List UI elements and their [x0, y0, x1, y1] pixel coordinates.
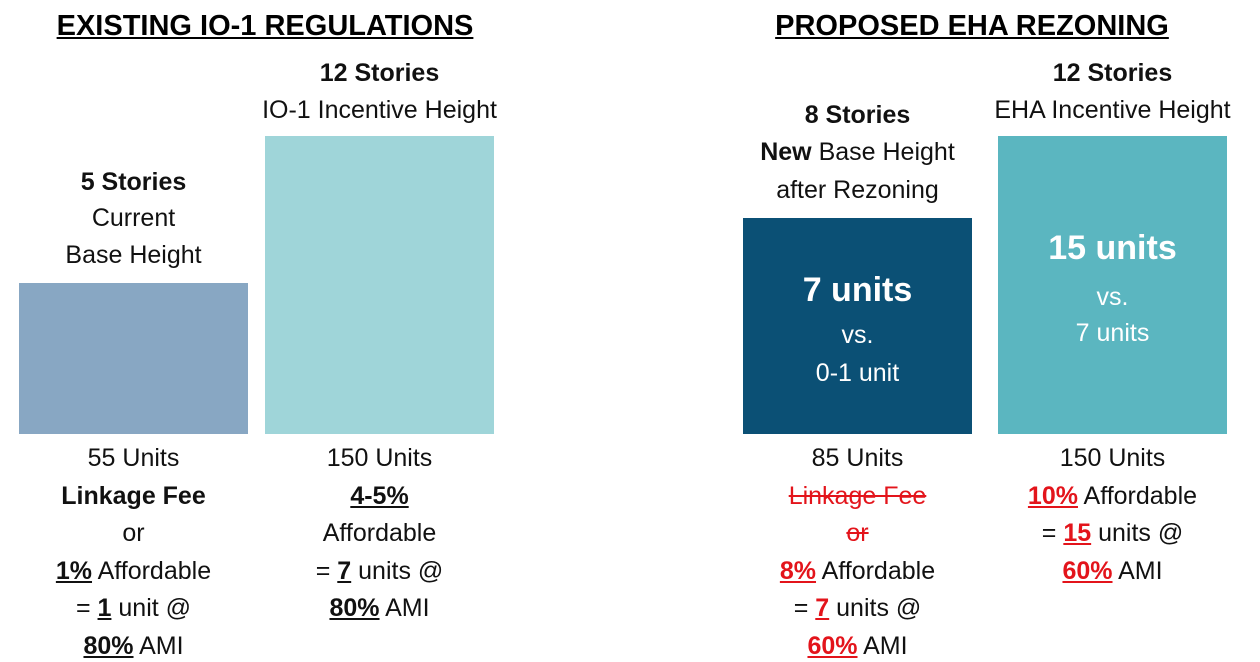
- bar-text: 15 units: [913, 228, 1260, 268]
- text-segment: AMI: [857, 631, 908, 660]
- header-line: after Rezoning: [658, 175, 1058, 205]
- footer-line: = 7 units @: [658, 593, 1058, 623]
- header-line: Base Height: [0, 240, 334, 270]
- text-segment: 60%: [807, 631, 858, 660]
- height-bar: [19, 283, 248, 434]
- text-segment: 150 Units: [326, 444, 433, 472]
- footer-line: = 7 units @: [180, 556, 580, 586]
- text-segment: 85 Units: [811, 444, 904, 472]
- footer-line: 80% AMI: [180, 593, 580, 623]
- text-segment: 12 Stories: [319, 59, 440, 87]
- text-segment: 1: [97, 594, 112, 622]
- text-segment: Affordable: [322, 519, 437, 547]
- header-line: 12 Stories: [180, 58, 580, 88]
- text-segment: 150 Units: [1059, 444, 1166, 472]
- footer-line: 4-5%: [180, 481, 580, 511]
- text-segment: Linkage Fee: [788, 481, 927, 510]
- footer-line: 8% Affordable: [658, 556, 1058, 586]
- text-segment: 7: [815, 594, 830, 622]
- footer-line: or: [0, 518, 334, 548]
- text-segment: 55 Units: [87, 444, 180, 472]
- text-segment: 7 units: [802, 271, 913, 309]
- footer-line: or: [658, 518, 1058, 548]
- footer-line: Linkage Fee: [658, 481, 1058, 511]
- footer-line: 150 Units: [913, 443, 1260, 473]
- text-segment: Base Height: [65, 241, 202, 269]
- header-line: EHA Incentive Height: [913, 95, 1260, 125]
- header-line: Current: [0, 203, 334, 233]
- text-segment: AMI: [133, 631, 184, 660]
- footer-line: 10% Affordable: [913, 481, 1260, 511]
- text-segment: =: [1041, 519, 1064, 547]
- footer-line: 55 Units: [0, 443, 334, 473]
- height-bar: [265, 136, 494, 434]
- bar-text: 0-1 unit: [658, 358, 1058, 388]
- text-segment: 4-5%: [350, 481, 409, 510]
- text-segment: 15 units: [1048, 229, 1177, 267]
- bar-text: vs.: [658, 320, 1058, 350]
- footer-line: 85 Units: [658, 443, 1058, 473]
- text-segment: Current: [91, 204, 176, 232]
- bar-text: 7 units: [658, 270, 1058, 310]
- text-segment: vs.: [1096, 283, 1129, 311]
- text-segment: Affordable: [92, 556, 212, 585]
- text-segment: =: [315, 556, 338, 585]
- text-segment: Affordable: [1077, 481, 1198, 510]
- footer-line: Linkage Fee: [0, 481, 334, 511]
- text-segment: or: [846, 519, 869, 547]
- text-segment: Base Height: [811, 138, 955, 166]
- text-segment: 0-1 unit: [815, 359, 900, 387]
- section-title: EXISTING IO-1 REGULATIONS: [56, 10, 474, 42]
- section-title: PROPOSED EHA REZONING: [775, 10, 1169, 42]
- text-segment: =: [793, 594, 816, 622]
- text-segment: units @: [1091, 519, 1184, 547]
- text-segment: unit @: [111, 594, 192, 622]
- text-segment: New: [760, 138, 812, 166]
- text-segment: IO-1 Incentive Height: [262, 96, 497, 124]
- text-segment: units @: [351, 556, 444, 585]
- footer-line: = 1 unit @: [0, 593, 334, 623]
- text-segment: 15: [1063, 519, 1092, 547]
- text-segment: 10%: [1027, 481, 1078, 510]
- text-segment: 80%: [83, 631, 134, 660]
- footer-line: 150 Units: [180, 443, 580, 473]
- footer-line: 1% Affordable: [0, 556, 334, 586]
- footer-line: 60% AMI: [913, 556, 1260, 586]
- header-line: 8 Stories: [658, 100, 1058, 130]
- header-line: IO-1 Incentive Height: [180, 95, 580, 125]
- text-segment: 80%: [329, 594, 380, 622]
- height-bar: [998, 136, 1227, 434]
- text-segment: 8%: [779, 556, 817, 585]
- text-segment: Affordable: [816, 556, 936, 585]
- text-segment: or: [122, 519, 145, 547]
- text-segment: AMI: [1112, 556, 1163, 585]
- text-segment: 12 Stories: [1052, 59, 1173, 87]
- text-segment: Linkage Fee: [61, 481, 206, 510]
- bar-text: vs.: [913, 282, 1260, 312]
- height-bar: [743, 218, 972, 434]
- text-segment: 7: [337, 556, 352, 585]
- text-segment: 8 Stories: [804, 101, 911, 129]
- text-segment: EHA Incentive Height: [994, 96, 1231, 124]
- text-segment: units @: [829, 594, 922, 622]
- footer-line: 60% AMI: [658, 631, 1058, 661]
- text-segment: AMI: [379, 594, 430, 622]
- text-segment: 7 units: [1075, 319, 1150, 347]
- bar-text: 7 units: [913, 318, 1260, 348]
- footer-line: Affordable: [180, 518, 580, 548]
- text-segment: 1%: [55, 556, 93, 585]
- footer-line: 80% AMI: [0, 631, 334, 661]
- header-line: New Base Height: [658, 137, 1058, 167]
- footer-line: = 15 units @: [913, 518, 1260, 548]
- header-line: 12 Stories: [913, 58, 1260, 88]
- header-line: 5 Stories: [0, 167, 334, 197]
- text-segment: 60%: [1062, 556, 1113, 585]
- text-segment: vs.: [841, 321, 874, 349]
- text-segment: after Rezoning: [776, 176, 939, 204]
- text-segment: 5 Stories: [80, 168, 187, 196]
- text-segment: =: [75, 594, 98, 622]
